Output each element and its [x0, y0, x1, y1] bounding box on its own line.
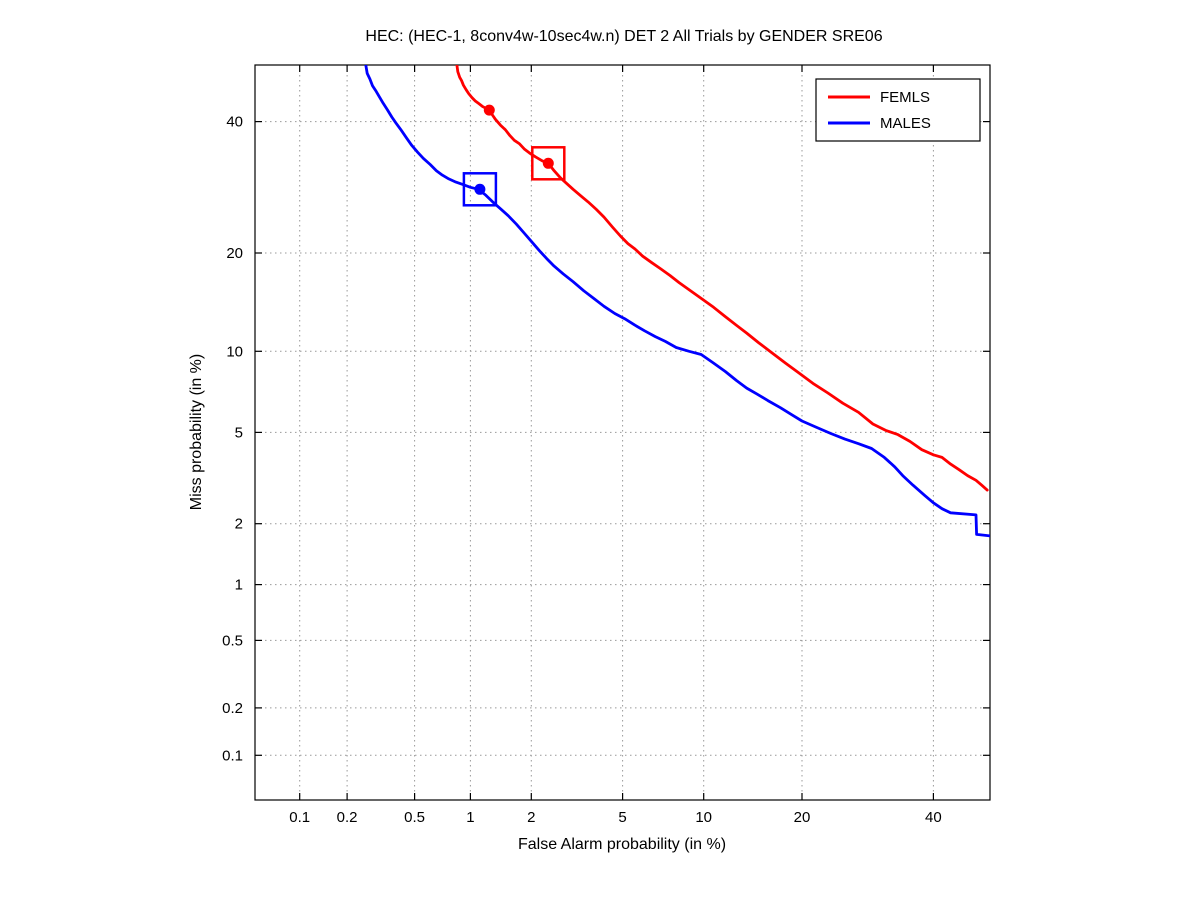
femls-square-marker	[531, 146, 566, 181]
axis-ticks: 0.1 0.2 0.5 1 2 5 10 20 40 40 20 10 5 2 1 0.5 0.2 0.1	[222, 65, 990, 826]
legend-label-males: MALES	[880, 115, 931, 132]
x-tick-label: 40	[925, 809, 942, 826]
x-tick-label: 0.2	[337, 809, 358, 826]
x-tick-label: 5	[618, 809, 626, 826]
males-dot-marker	[474, 183, 486, 195]
y-axis-label: Miss probability (in %)	[188, 353, 205, 511]
femls-dot-marker	[542, 157, 554, 169]
legend-box	[815, 78, 981, 142]
y-tick-label: 10	[226, 343, 243, 360]
grid	[255, 65, 990, 800]
y-tick-label: 2	[235, 516, 243, 533]
x-tick-label: 0.1	[289, 809, 310, 826]
x-tick-label: 0.5	[404, 809, 425, 826]
y-tick-label: 0.5	[222, 632, 243, 649]
legend: FEMLS MALES	[815, 78, 981, 142]
y-tick-label: 0.2	[222, 700, 243, 717]
y-tick-label: 20	[226, 245, 243, 262]
males-square-marker	[462, 172, 498, 207]
x-tick-label: 20	[794, 809, 811, 826]
y-tick-label: 1	[235, 577, 243, 594]
x-tick-label: 1	[466, 809, 474, 826]
y-tick-label: 40	[226, 114, 243, 131]
x-tick-label: 10	[695, 809, 712, 826]
femls-dot-marker	[483, 104, 495, 116]
x-axis-label: False Alarm probability (in %)	[517, 836, 727, 853]
legend-label-femls: FEMLS	[880, 89, 930, 106]
males-curve	[364, 65, 990, 538]
chart-title: HEC: (HEC-1, 8conv4w-10sec4w.n) DET 2 Al…	[365, 28, 883, 45]
y-tick-label: 5	[235, 424, 243, 441]
x-tick-label: 2	[527, 809, 535, 826]
y-tick-label: 0.1	[222, 747, 243, 764]
